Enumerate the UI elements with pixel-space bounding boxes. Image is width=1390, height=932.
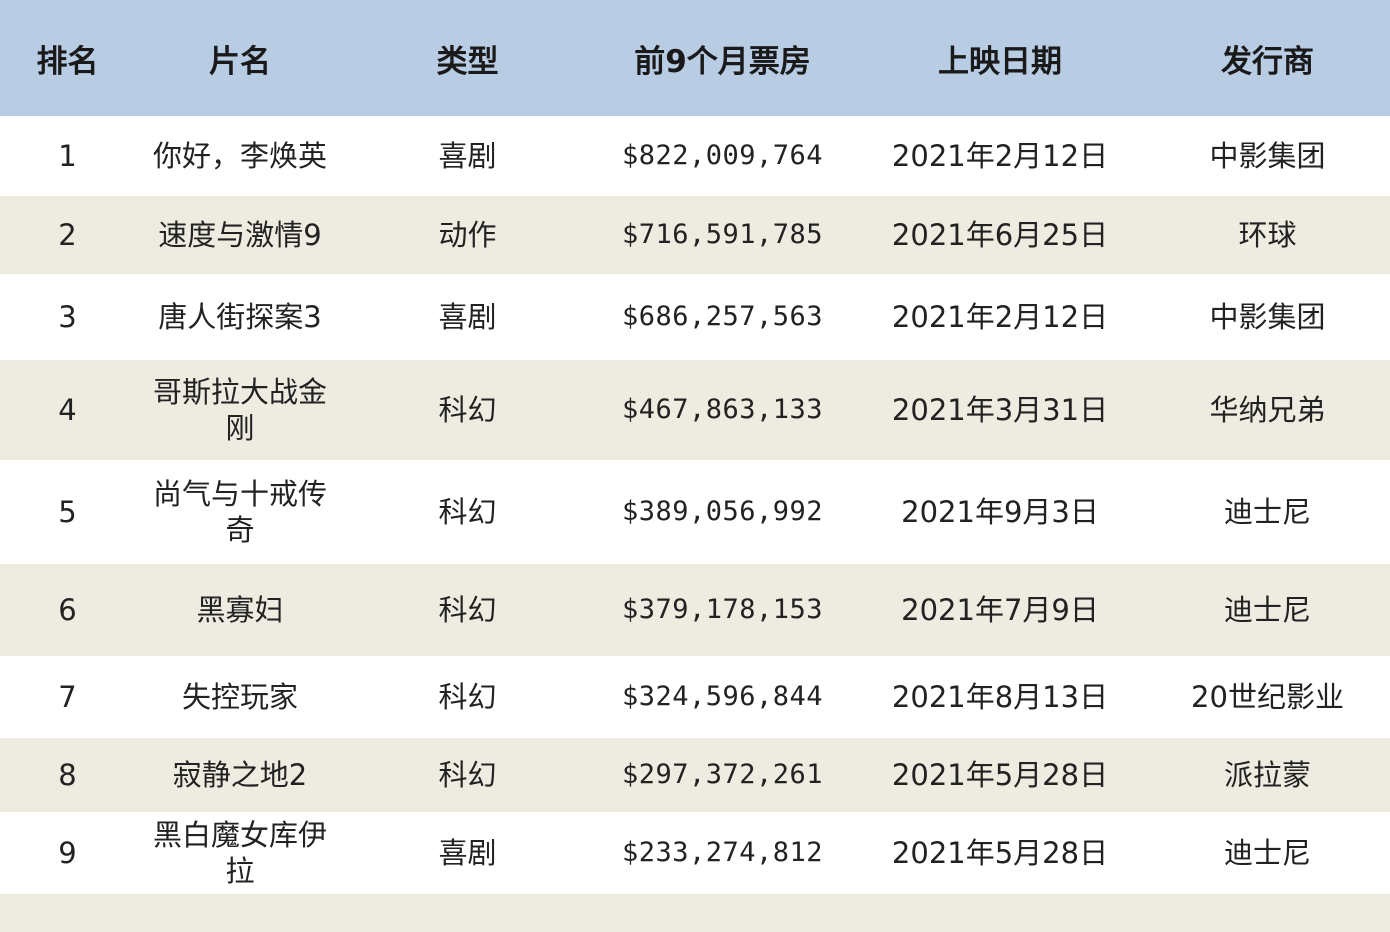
title-cell: 失控玩家 <box>135 656 345 738</box>
box-office-cell: $686,257,563 <box>621 301 824 332</box>
table-row: 3 唐人街探案3 喜剧 $686,257,563 2021年2月12日 中影集团 <box>0 274 1390 360</box>
release-date-cell: 2021年5月28日 <box>891 836 1109 870</box>
empty-table-row <box>0 894 1390 932</box>
title-cell: 尚气与十戒传奇 <box>135 460 345 564</box>
distributor-cell: 派拉蒙 <box>1223 758 1311 792</box>
header-distributor: 发行商 <box>1221 43 1314 80</box>
rank-cell: 6 <box>58 593 77 627</box>
table-row: 4 哥斯拉大战金刚 科幻 $467,863,133 2021年3月31日 华纳兄… <box>0 360 1390 460</box>
table-row: 5 尚气与十戒传奇 科幻 $389,056,992 2021年9月3日 迪士尼 <box>0 460 1390 564</box>
header-box-office: 前9个月票房 <box>634 43 811 80</box>
table-row: 7 失控玩家 科幻 $324,596,844 2021年8月13日 20世纪影业 <box>0 656 1390 738</box>
box-office-cell: $716,591,785 <box>621 219 824 250</box>
rank-cell: 8 <box>58 758 77 792</box>
header-title: 片名 <box>209 43 271 80</box>
title-cell: 唐人街探案3 <box>135 274 345 360</box>
genre-cell: 科幻 <box>438 758 497 792</box>
title-text: 速度与激情9 <box>158 218 322 252</box>
box-office-cell: $822,009,764 <box>621 140 824 171</box>
title-cell: 寂静之地2 <box>135 738 345 812</box>
table-row: 2 速度与激情9 动作 $716,591,785 2021年6月25日 环球 <box>0 196 1390 274</box>
box-office-table: 排名 片名 类型 前9个月票房 上映日期 发行商 1 你好，李焕英 喜剧 $82… <box>0 0 1390 894</box>
rank-cell: 3 <box>58 300 77 334</box>
distributor-cell: 迪士尼 <box>1223 495 1311 529</box>
rank-cell: 1 <box>58 139 77 173</box>
rank-cell: 9 <box>58 836 77 870</box>
genre-cell: 科幻 <box>438 680 497 714</box>
header-rank: 排名 <box>36 43 99 80</box>
title-text: 失控玩家 <box>181 680 298 714</box>
distributor-cell: 华纳兄弟 <box>1209 393 1326 427</box>
title-text: 唐人街探案3 <box>158 300 322 334</box>
genre-cell: 喜剧 <box>438 300 497 334</box>
distributor-cell: 迪士尼 <box>1223 593 1311 627</box>
title-text: 你好，李焕英 <box>152 139 327 173</box>
title-text: 黑白魔女库伊拉 <box>152 818 327 888</box>
table-row: 6 黑寡妇 科幻 $379,178,153 2021年7月9日 迪士尼 <box>0 564 1390 656</box>
box-office-cell: $324,596,844 <box>621 681 824 712</box>
release-date-cell: 2021年8月13日 <box>891 680 1109 714</box>
rank-cell: 7 <box>58 680 77 714</box>
release-date-cell: 2021年6月25日 <box>891 218 1109 252</box>
title-cell: 速度与激情9 <box>135 196 345 274</box>
title-cell: 你好，李焕英 <box>135 116 345 196</box>
header-genre: 类型 <box>436 43 499 80</box>
title-text: 哥斯拉大战金刚 <box>152 375 327 445</box>
table-row: 1 你好，李焕英 喜剧 $822,009,764 2021年2月12日 中影集团 <box>0 116 1390 196</box>
genre-cell: 喜剧 <box>438 836 497 870</box>
distributor-cell: 环球 <box>1238 218 1297 252</box>
distributor-cell: 中影集团 <box>1209 139 1326 173</box>
release-date-cell: 2021年3月31日 <box>891 393 1109 427</box>
box-office-cell: $389,056,992 <box>621 496 824 527</box>
rank-cell: 4 <box>58 393 77 427</box>
title-cell: 黑寡妇 <box>135 564 345 656</box>
table-row: 9 黑白魔女库伊拉 喜剧 $233,274,812 2021年5月28日 迪士尼 <box>0 812 1390 894</box>
release-date-cell: 2021年9月3日 <box>901 495 1099 529</box>
table-row: 8 寂静之地2 科幻 $297,372,261 2021年5月28日 派拉蒙 <box>0 738 1390 812</box>
release-date-cell: 2021年5月28日 <box>891 758 1109 792</box>
genre-cell: 科幻 <box>438 393 497 427</box>
release-date-cell: 2021年7月9日 <box>901 593 1099 627</box>
title-cell: 黑白魔女库伊拉 <box>135 812 345 894</box>
rank-cell: 2 <box>58 218 77 252</box>
header-release-date: 上映日期 <box>938 43 1062 80</box>
box-office-cell: $233,274,812 <box>621 837 824 868</box>
genre-cell: 喜剧 <box>438 139 497 173</box>
distributor-cell: 迪士尼 <box>1223 836 1311 870</box>
title-text: 寂静之地2 <box>172 758 308 792</box>
release-date-cell: 2021年2月12日 <box>891 139 1109 173</box>
box-office-cell: $297,372,261 <box>621 759 824 790</box>
distributor-cell: 中影集团 <box>1209 300 1326 334</box>
box-office-cell: $467,863,133 <box>621 394 824 425</box>
rank-cell: 5 <box>58 495 77 529</box>
title-text: 尚气与十戒传奇 <box>152 477 327 547</box>
table-header-row: 排名 片名 类型 前9个月票房 上映日期 发行商 <box>0 0 1390 116</box>
genre-cell: 动作 <box>438 218 497 252</box>
title-text: 黑寡妇 <box>196 593 284 627</box>
release-date-cell: 2021年2月12日 <box>891 300 1109 334</box>
box-office-cell: $379,178,153 <box>621 594 824 625</box>
genre-cell: 科幻 <box>438 495 497 529</box>
distributor-cell: 20世纪影业 <box>1191 680 1344 714</box>
title-cell: 哥斯拉大战金刚 <box>135 360 345 460</box>
genre-cell: 科幻 <box>438 593 497 627</box>
